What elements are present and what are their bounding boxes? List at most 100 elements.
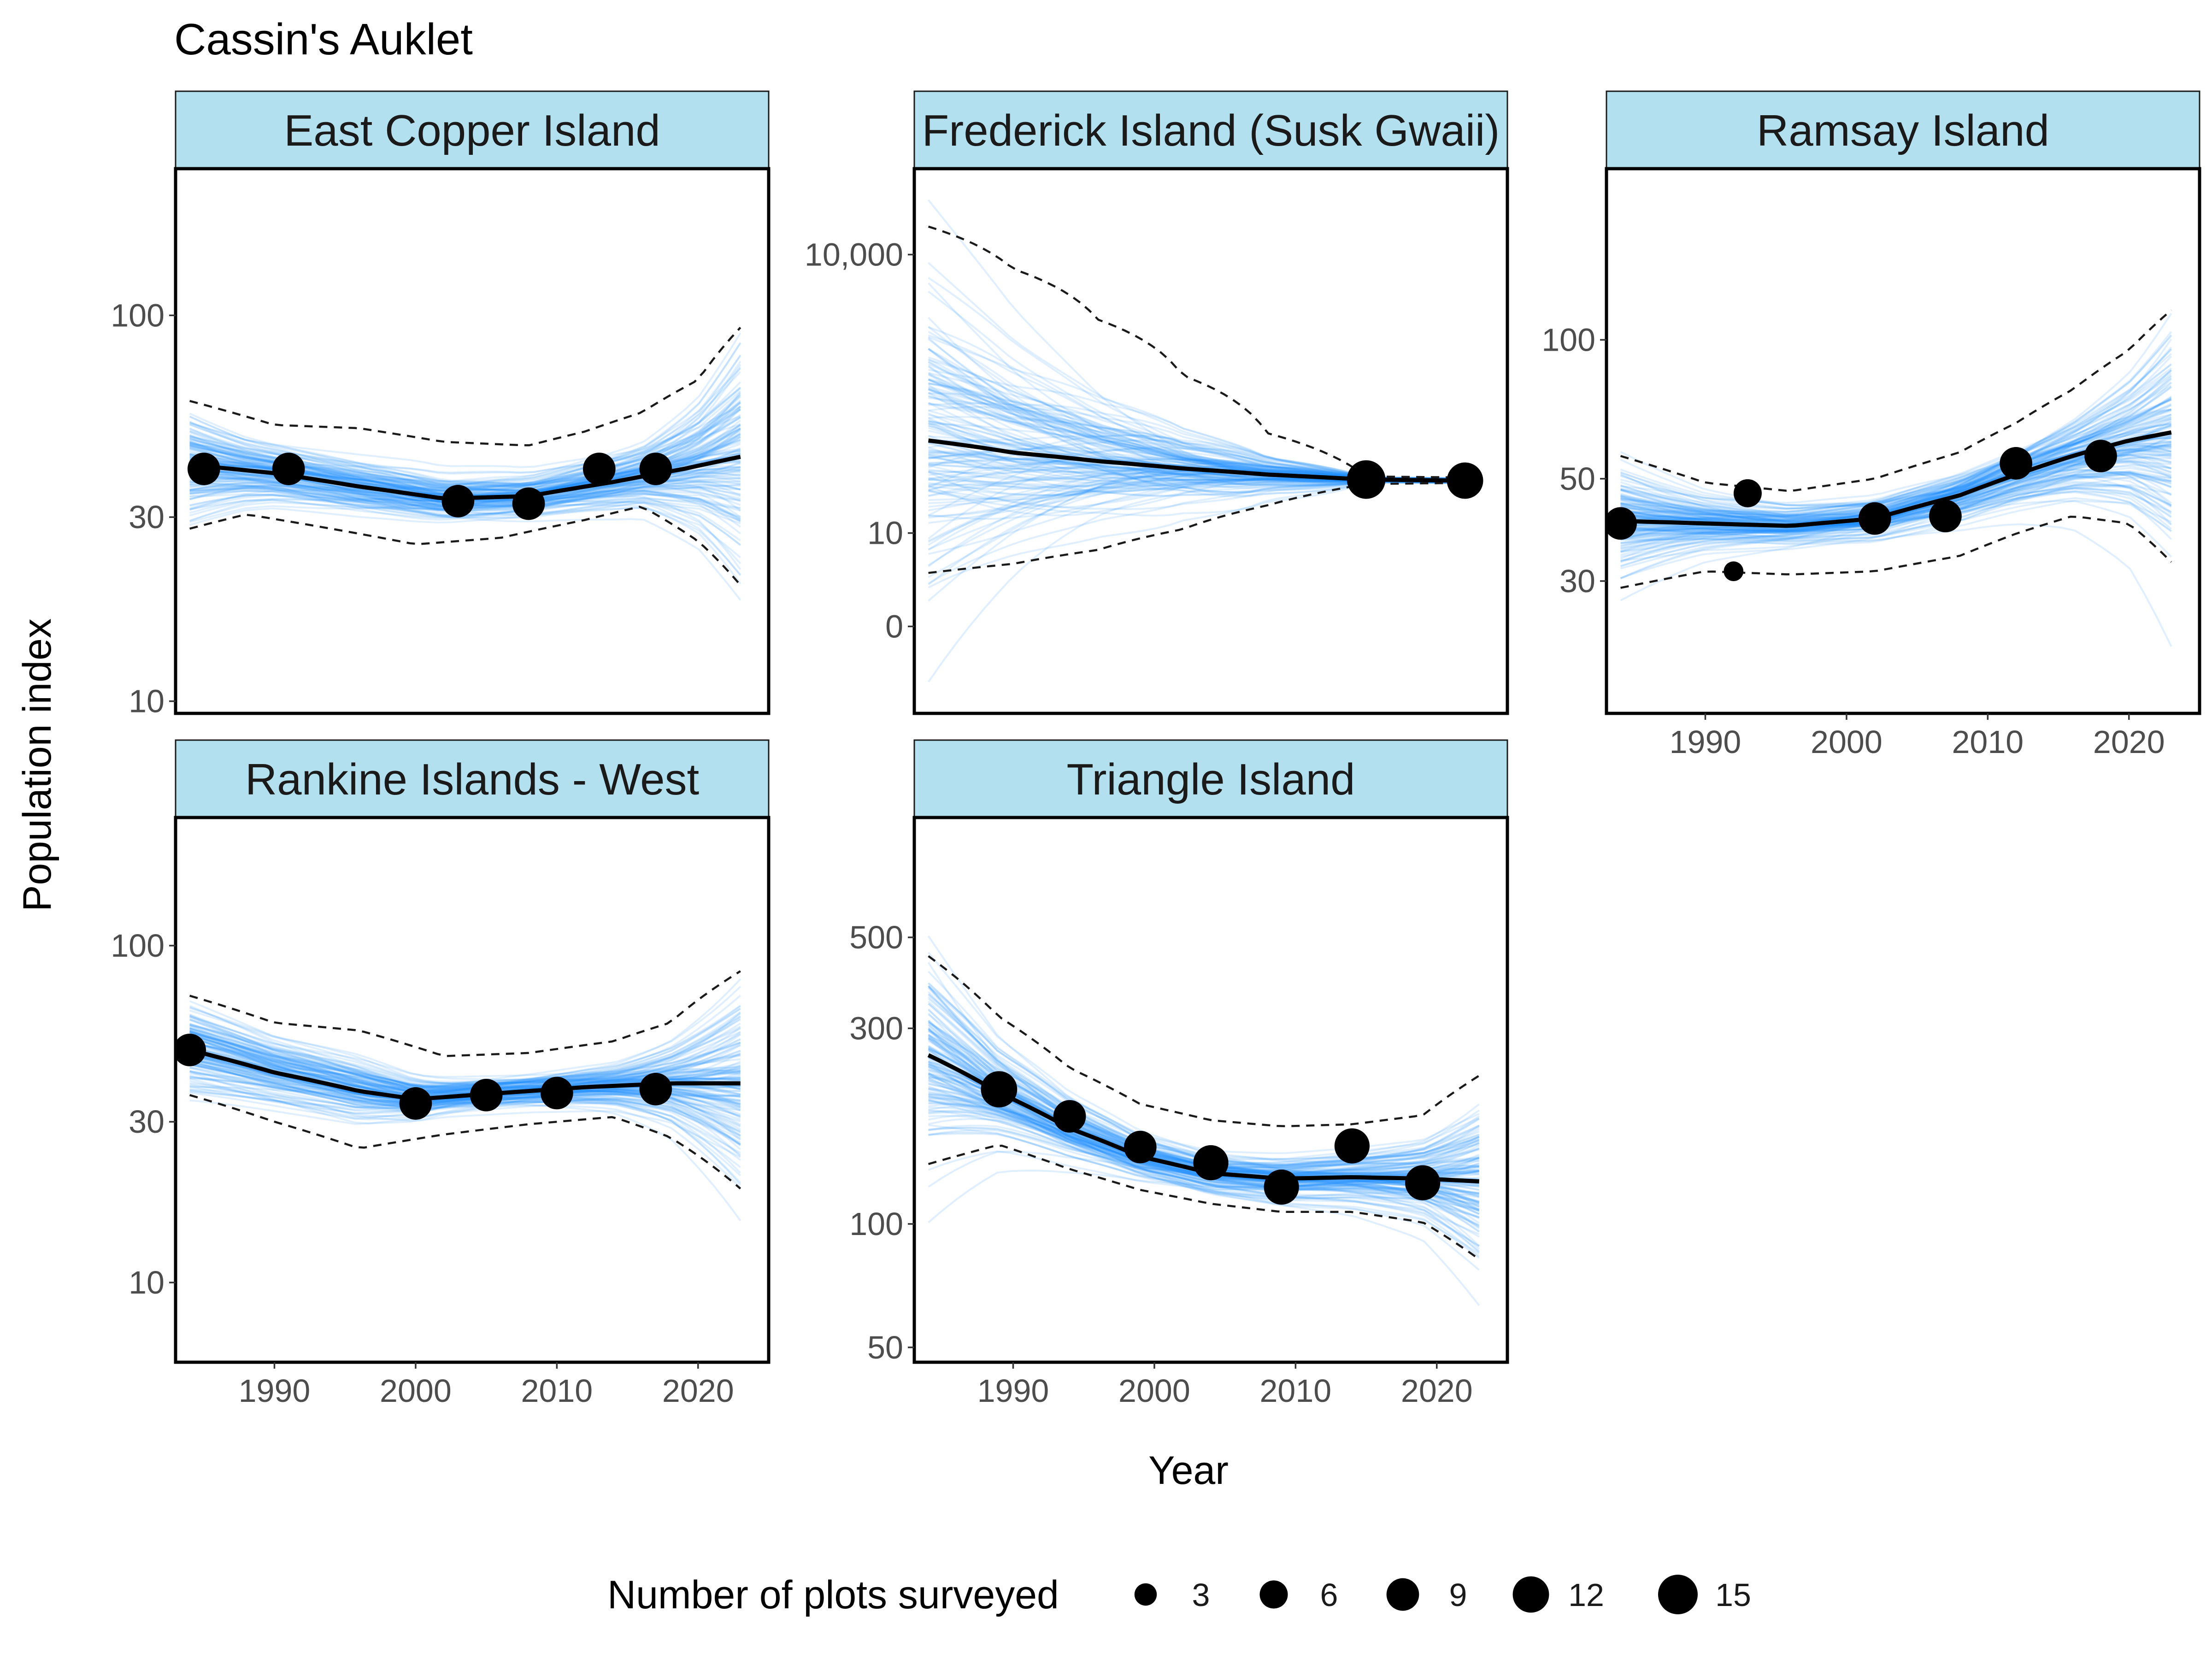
y-tick-label: 30: [129, 1104, 165, 1140]
panel-strip-label: Triangle Island: [1066, 755, 1355, 804]
posterior-draw-line: [189, 332, 741, 489]
lower-ci-line: [189, 506, 741, 586]
y-tick-label: 100: [849, 1206, 903, 1242]
posterior-draw-line: [1620, 470, 2172, 521]
posterior-draw-line: [1620, 468, 2172, 553]
posterior-draw-line: [189, 1027, 741, 1090]
posterior-draw-line: [928, 1072, 1480, 1259]
posterior-draw-line: [189, 1007, 741, 1099]
posterior-draw-line: [928, 1094, 1480, 1247]
posterior-draw-line: [189, 1018, 741, 1107]
panel-frame: [174, 816, 771, 1364]
legend-label: 6: [1320, 1577, 1338, 1613]
posterior-draw-line: [1620, 413, 2172, 525]
posterior-draw-line: [189, 1030, 741, 1154]
panel: Ramsay Island 30 50 100 1990 2000 2010 2020: [1541, 90, 2201, 760]
observation-point: [1347, 460, 1386, 499]
posterior-draw-line: [928, 1150, 1479, 1191]
posterior-draw-line: [1620, 413, 2172, 525]
posterior-draw-line: [1620, 497, 2172, 553]
posterior-draw-line: [1620, 408, 2171, 530]
posterior-draw-line: [189, 480, 741, 519]
posterior-draw-line: [1620, 461, 2172, 536]
y-tick-label: 30: [129, 499, 165, 535]
posterior-draw-line: [928, 1097, 1479, 1189]
x-tick-label: 1990: [1670, 724, 1741, 760]
legend-title: Number of plots surveyed: [607, 1573, 1059, 1617]
posterior-draw-line: [1620, 378, 2172, 561]
posterior-draw-line: [928, 1170, 1479, 1224]
posterior-draw-line: [189, 1085, 741, 1143]
posterior-draw-line: [1620, 436, 2171, 533]
posterior-draws: [927, 199, 1465, 682]
legend: Number of plots surveyed 3 6 9 12 15: [607, 1573, 1751, 1617]
posterior-draw-line: [1620, 398, 2172, 525]
posterior-draw-line: [189, 1031, 741, 1161]
panel: East Copper Island 10 30 100: [111, 90, 771, 719]
posterior-draw-line: [189, 1024, 741, 1092]
posterior-draw-line: [1620, 449, 2172, 522]
posterior-draw-line: [1620, 372, 2172, 518]
posterior-draw-line: [1620, 471, 2172, 540]
posterior-draw-line: [1620, 484, 2172, 549]
posterior-draw-line: [1620, 451, 2172, 519]
posterior-draw-line: [928, 1066, 1480, 1210]
y-tick-label: 10: [129, 1265, 165, 1300]
posterior-draw-line: [928, 1106, 1480, 1204]
posterior-draw-line: [1620, 467, 2172, 524]
observation-point: [1405, 1165, 1441, 1200]
posterior-draw-line: [1620, 481, 2172, 560]
posterior-draw-line: [189, 1032, 741, 1186]
posterior-draw-line: [189, 1059, 741, 1168]
posterior-draw-line: [1620, 374, 2172, 514]
posterior-draw-line: [1620, 476, 2172, 544]
plot-area: [187, 327, 741, 601]
posterior-draw-line: [189, 497, 741, 526]
legend-point: [1512, 1576, 1549, 1613]
posterior-draw-line: [1620, 455, 2172, 523]
posterior-draw-line: [189, 371, 741, 482]
observation-point: [1447, 462, 1483, 499]
posterior-draw-line: [1620, 440, 2171, 507]
posterior-draw-line: [1620, 448, 2171, 519]
posterior-draw-line: [189, 986, 741, 1089]
observation-point: [1053, 1100, 1086, 1133]
posterior-draw-line: [189, 1023, 741, 1088]
posterior-draw-line: [189, 1018, 741, 1120]
posterior-draw-line: [928, 1049, 1480, 1219]
posterior-draw-line: [1620, 472, 2171, 526]
posterior-draw-line: [189, 1018, 741, 1087]
posterior-draw-line: [1620, 458, 2172, 506]
posterior-draw-line: [928, 1100, 1480, 1218]
posterior-draw-line: [1620, 436, 2172, 534]
posterior-draw-line: [189, 994, 741, 1094]
panel-strip: [1606, 90, 2200, 170]
observation-point: [2084, 440, 2117, 472]
posterior-draw-line: [928, 1099, 1480, 1206]
posterior-draw-line: [1620, 418, 2172, 524]
posterior-draw-line: [189, 1033, 741, 1095]
posterior-draw-line: [1620, 431, 2172, 579]
upper-ci-line: [928, 955, 1480, 1128]
posterior-draw-line: [928, 1054, 1480, 1191]
posterior-draw-line: [1620, 423, 2171, 515]
observation-point: [1606, 507, 1637, 540]
posterior-draw-line: [1620, 409, 2172, 568]
observation-point: [176, 1034, 206, 1066]
plot-area: [927, 199, 1483, 682]
posterior-draw-line: [1620, 476, 2171, 540]
posterior-draw-line: [189, 1058, 741, 1145]
x-tick-label: 2020: [662, 1373, 734, 1409]
posterior-draw-line: [1620, 442, 2172, 510]
posterior-draw-line: [1620, 398, 2172, 524]
posterior-draw-line: [928, 1065, 1479, 1191]
x-tick-label: 1990: [977, 1373, 1049, 1409]
posterior-draw-line: [1620, 431, 2172, 535]
x-tick-label: 2020: [2093, 724, 2165, 760]
observation-point: [1124, 1130, 1157, 1164]
posterior-draw-line: [189, 1008, 741, 1097]
posterior-draw-line: [1620, 424, 2172, 526]
posterior-draws: [927, 935, 1480, 1306]
posterior-draw-line: [1620, 447, 2171, 517]
